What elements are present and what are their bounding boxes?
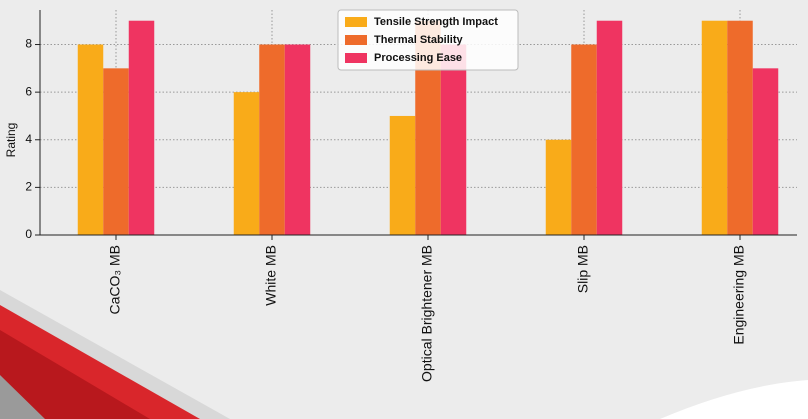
legend-box [337,9,519,71]
bar [103,68,129,235]
plot-area: 0 2 4 6 8 CaCO₃ MB White MB Optical Brightener … [25,10,797,382]
legend-swatch [345,53,367,63]
x-tick-label: Engineering MB [731,245,747,345]
bar [284,44,311,236]
bar [440,44,467,236]
x-tick-label: CaCO₃ MB [107,245,123,315]
bar [545,139,572,235]
bar [389,115,416,235]
bar [571,44,597,236]
legend-label: Thermal Stability [374,34,464,46]
x-tick-label: White MB [263,245,279,306]
y-axis-label: Rating [4,123,18,158]
legend-swatch [345,35,367,45]
x-tick-label: Optical Brightener MB [419,245,435,382]
y-tick-label: 0 [25,227,32,241]
y-tick-label: 2 [25,180,32,194]
y-tick-label: 4 [25,132,32,146]
decoration [0,290,808,419]
bar [259,44,285,236]
bar [701,20,728,236]
legend-swatch [345,17,367,27]
bar [596,20,623,236]
bar [77,44,104,236]
y-tick-label: 8 [25,37,32,51]
y-tick-label: 6 [25,84,32,98]
x-tick-label: Slip MB [575,245,591,293]
bar [752,68,779,235]
legend: Tensile Strength Impact Thermal Stability… [337,9,519,71]
bar [233,92,260,236]
legend-label: Processing Ease [374,52,462,64]
legend-label: Tensile Strength Impact [374,16,498,28]
bar [128,20,155,236]
bar [727,20,753,236]
